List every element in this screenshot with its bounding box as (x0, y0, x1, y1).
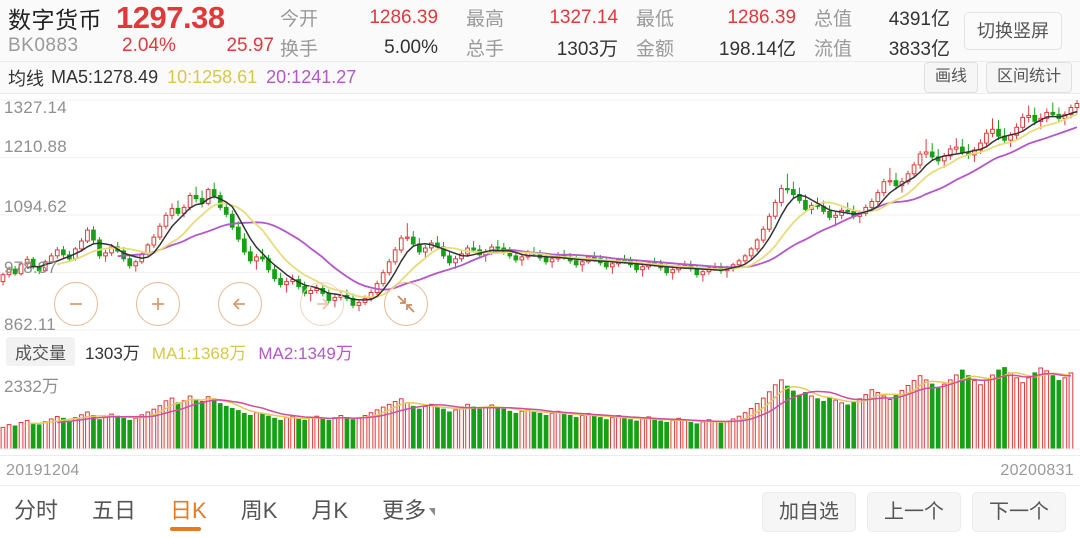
stat-value-total-cap: 4391亿 (888, 9, 951, 30)
tab-five-day-label: 五日 (92, 498, 137, 523)
price-chart[interactable] (0, 94, 1080, 338)
quote-main: 数字货币 1297.38 BK0883 2.04% 25.97 (8, 0, 280, 61)
ma-legend-label: 均线 (8, 68, 44, 89)
next-stock-button[interactable]: 下一个 (972, 492, 1066, 532)
volume-axis-top-label: 2332万 (4, 377, 59, 396)
stat-label-high: 最高 (466, 9, 505, 30)
stat-group-high-volume: 最高 1327.14 总手 1303万 (466, 1, 636, 61)
tab-more[interactable]: 更多 (382, 493, 436, 531)
stat-value-low: 1286.39 (727, 6, 797, 28)
add-watchlist-button[interactable]: 加自选 (762, 492, 856, 532)
tab-minute-label: 分时 (14, 498, 59, 523)
tab-daily-k-label: 日K (170, 498, 207, 523)
volume-chart[interactable] (0, 338, 1080, 455)
shrink-icon (394, 292, 418, 316)
stat-group-marketcap: 总值 4391亿 流值 3833亿 (814, 1, 964, 61)
stat-value-high: 1327.14 (549, 6, 619, 28)
arrow-left-icon (229, 293, 251, 315)
switch-portrait-button[interactable]: 切换竖屏 (964, 11, 1062, 50)
pan-right-button[interactable] (300, 282, 344, 326)
tab-more-label: 更多 (382, 498, 427, 523)
ma20-value: 20:1241.27 (266, 67, 357, 87)
stat-group-open-turnover: 今开 1286.39 换手 5.00% (280, 1, 466, 61)
symbol-code: BK0883 (8, 34, 79, 56)
tab-weekly-k[interactable]: 周K (241, 493, 278, 531)
tabbar-actions: 加自选 上一个 下一个 (762, 492, 1066, 532)
volume-label: 成交量 (6, 336, 75, 366)
stat-label-open: 今开 (280, 9, 319, 30)
moving-average-bar: 均线 MA5:1278.49 10:1258.61 20:1241.27 画线 … (0, 62, 1080, 94)
date-start: 20191204 (6, 461, 80, 479)
stat-label-float-cap: 流值 (814, 39, 853, 60)
quote-header: 数字货币 1297.38 BK0883 2.04% 25.97 今开 1286.… (0, 0, 1080, 62)
stat-group-low-amount: 最低 1286.39 金额 198.14亿 (636, 1, 814, 61)
zoom-in-button[interactable] (136, 282, 180, 326)
tab-minute[interactable]: 分时 (14, 493, 58, 531)
tab-active-underline (170, 527, 201, 531)
ma5-value: MA5:1278.49 (51, 67, 159, 87)
volume-chart-canvas[interactable] (0, 338, 1080, 455)
symbol-name: 数字货币 (8, 6, 102, 33)
chevron-down-icon (429, 508, 436, 517)
last-price: 1297.38 (116, 0, 225, 35)
range-stats-button[interactable]: 区间统计 (985, 62, 1072, 93)
change-value: 25.97 (226, 34, 274, 56)
change-percent: 2.04% (122, 34, 176, 56)
tab-five-day[interactable]: 五日 (92, 493, 136, 531)
stat-value-total-volume: 1303万 (556, 39, 619, 60)
plus-icon (147, 293, 169, 315)
arrow-right-icon (311, 293, 333, 315)
price-chart-canvas[interactable] (0, 94, 1080, 338)
tab-monthly-k-label: 月K (311, 498, 349, 523)
stat-label-total-volume: 总手 (466, 39, 505, 60)
chart-controls (0, 282, 1080, 338)
stat-label-turnover: 换手 (280, 39, 319, 60)
stat-value-turnover: 5.00% (384, 36, 439, 58)
stat-label-amount: 金额 (636, 39, 675, 60)
volume-header: 成交量 1303万 MA1:1368万 MA2:1349万 (0, 336, 1080, 366)
pan-left-button[interactable] (218, 282, 262, 326)
ma10-value: 10:1258.61 (167, 67, 258, 87)
zoom-out-button[interactable] (54, 282, 98, 326)
mabar-actions: 画线 区间统计 (923, 62, 1072, 93)
date-axis: 20191204 20200831 (0, 455, 1080, 485)
tab-weekly-k-label: 周K (240, 498, 278, 523)
stat-label-low: 最低 (636, 9, 675, 30)
minus-icon (65, 293, 87, 315)
tab-monthly-k[interactable]: 月K (311, 493, 348, 531)
tab-daily-k[interactable]: 日K (170, 493, 207, 531)
stat-label-total-cap: 总值 (814, 9, 853, 30)
volume-ma1: MA1:1368万 (151, 343, 247, 363)
bottom-tabbar: 分时 五日 日K 周K 月K 更多 加自选 上一个 下一个 (0, 485, 1080, 538)
stat-value-open: 1286.39 (369, 6, 439, 28)
volume-ma2: MA2:1349万 (258, 343, 353, 363)
stat-value-float-cap: 3833亿 (888, 39, 951, 60)
collapse-button[interactable] (384, 282, 428, 326)
draw-line-button[interactable]: 画线 (923, 62, 978, 93)
volume-current: 1303万 (85, 343, 140, 363)
previous-stock-button[interactable]: 上一个 (867, 492, 961, 532)
date-end: 20200831 (1000, 461, 1074, 479)
stat-value-amount: 198.14亿 (718, 39, 797, 60)
